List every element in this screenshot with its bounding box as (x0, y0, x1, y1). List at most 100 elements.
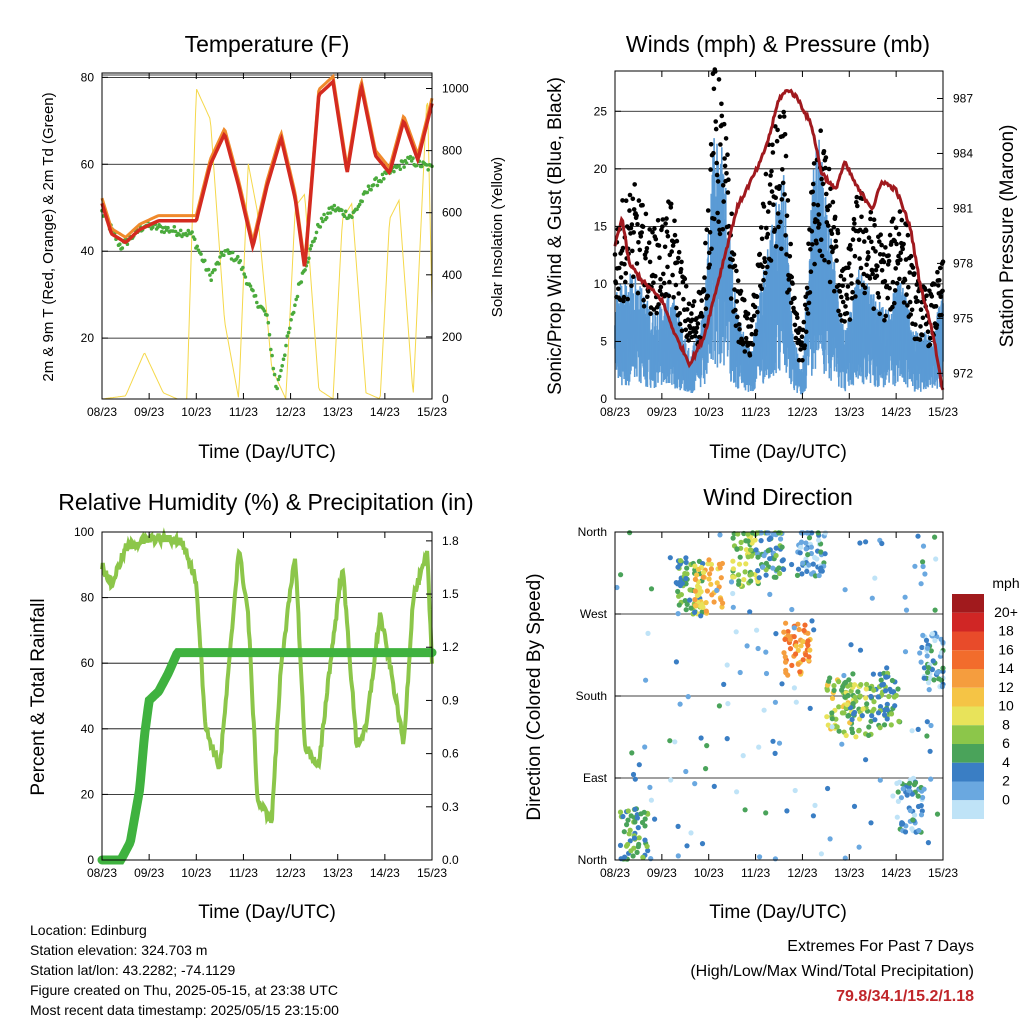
wind-direction-point (677, 701, 683, 707)
temperature-ytick-label: 80 (81, 70, 95, 84)
dewpoint-point (225, 248, 230, 252)
wind-direction-point (718, 597, 724, 603)
wind-gust-point (932, 282, 937, 287)
wind-gust-point (651, 280, 656, 286)
wind-direction-point (839, 710, 846, 716)
wind-gust-point (730, 257, 735, 263)
wind-gust-point (901, 241, 906, 247)
winds-y-label: Sonic/Prop Wind & Gust (Blue, Black) (545, 77, 566, 395)
wind-direction-point (642, 744, 648, 750)
extremes-info: Extremes For Past 7 Days (High/Low/Max W… (690, 934, 974, 1009)
wind-gust-point (676, 249, 682, 255)
wind-gust-point (718, 142, 723, 147)
wind-gust-point (838, 312, 843, 318)
humidity-ytick-label: 100 (74, 525, 94, 539)
wind-direction-point (736, 578, 742, 584)
wind-gust-point (792, 295, 797, 301)
wind-direction-point (644, 843, 650, 850)
wind-gust-point (719, 101, 724, 107)
humidity-panel: Relative Humidity (%) & Precipitation (i… (28, 489, 474, 923)
wind-gust-point (781, 114, 787, 119)
humidity-xtick-label: 11/23 (229, 866, 258, 880)
wind-gust-point (936, 283, 941, 288)
wind-direction-point (824, 714, 830, 720)
wind-gust-point (809, 229, 815, 234)
wind-direction-point (675, 564, 681, 570)
wind-direction-point (717, 565, 723, 571)
colorbar-swatch (952, 706, 984, 726)
wind-gust-point (917, 337, 923, 342)
wind-gust-point (694, 325, 700, 331)
wind-direction-point (620, 813, 626, 820)
pressure-y2tick-label: 987 (953, 91, 973, 105)
dewpoint-point (208, 273, 212, 277)
wind-gust-point (719, 113, 725, 119)
wind-direction-point (900, 821, 906, 827)
wind-gust-point (819, 176, 824, 182)
wind-direction-point (812, 802, 818, 809)
wind-gust-point (750, 317, 755, 323)
wind-direction-point (923, 637, 930, 644)
wind-direction-point (851, 711, 857, 717)
wind-direction-point (881, 722, 888, 728)
wind-gust-point (731, 252, 737, 257)
wind-direction-point (866, 732, 872, 739)
colorbar-swatch (952, 687, 984, 707)
wind-gust-point (691, 299, 697, 304)
rainfall-y2tick-label: 1.8 (442, 534, 459, 548)
temperature-ytick-label: 20 (81, 331, 95, 345)
wind-gust-point (848, 273, 854, 278)
wind-direction-point (643, 677, 649, 683)
wind-gust-point (627, 192, 633, 198)
wind-gust-point (887, 232, 893, 238)
wind-gust-point (690, 317, 695, 323)
wind-direction-point (793, 651, 799, 657)
wind-gust-point (678, 266, 684, 272)
colorbar-label: 18 (998, 623, 1014, 639)
dewpoint-point (382, 177, 386, 181)
dewpoint-point (357, 202, 362, 207)
wind-direction-point (804, 530, 811, 536)
dewpoint-point (319, 216, 324, 221)
wind-gust-point (693, 329, 699, 335)
wind-gust-point (654, 310, 659, 316)
wind-gust-point (677, 311, 682, 316)
wind-direction-point (773, 552, 779, 559)
wind-direction-point (795, 661, 801, 667)
wind-gust-point (812, 261, 817, 267)
wind-gust-point (920, 332, 925, 338)
wind-direction-point (866, 724, 872, 730)
wind-direction-point (842, 855, 848, 861)
wind-direction-point (856, 844, 862, 850)
wind-gust-point (918, 324, 923, 329)
colorbar-label: 14 (998, 660, 1014, 676)
wind-direction-point (925, 669, 931, 676)
wind-gust-point (773, 124, 778, 129)
wind-gust-point (636, 198, 642, 203)
wind-direction-point (781, 629, 787, 635)
dewpoint-point (271, 366, 276, 371)
colorbar-label: 12 (998, 679, 1014, 695)
colorbar-swatch (952, 762, 984, 782)
wind-direction-point (704, 743, 710, 749)
wind-direction-point (847, 705, 854, 711)
wind-direction-point (902, 649, 909, 655)
wind-direction-point (889, 677, 896, 684)
wind-direction-point (724, 662, 730, 668)
direction-ytick-label: East (583, 771, 608, 785)
wind-gust-point (632, 182, 637, 187)
dewpoint-point (243, 275, 248, 279)
rainfall-y2tick-label: 0.6 (442, 747, 459, 761)
wind-direction-point (777, 570, 783, 577)
wind-gust-point (660, 224, 665, 229)
wind-direction-point (743, 538, 749, 544)
wind-direction-point (926, 687, 932, 693)
dewpoint-point (284, 343, 288, 348)
wind-gust-point (672, 232, 678, 238)
dewpoint-point (293, 303, 297, 308)
winds-panel: Winds (mph) & Pressure (mb) 08/23 09/23 10… (545, 31, 1018, 463)
wind-direction-point (687, 597, 693, 603)
wind-gust-point (802, 302, 808, 308)
winds-ytick-label: 0 (600, 392, 607, 406)
wind-direction-point (927, 748, 933, 754)
